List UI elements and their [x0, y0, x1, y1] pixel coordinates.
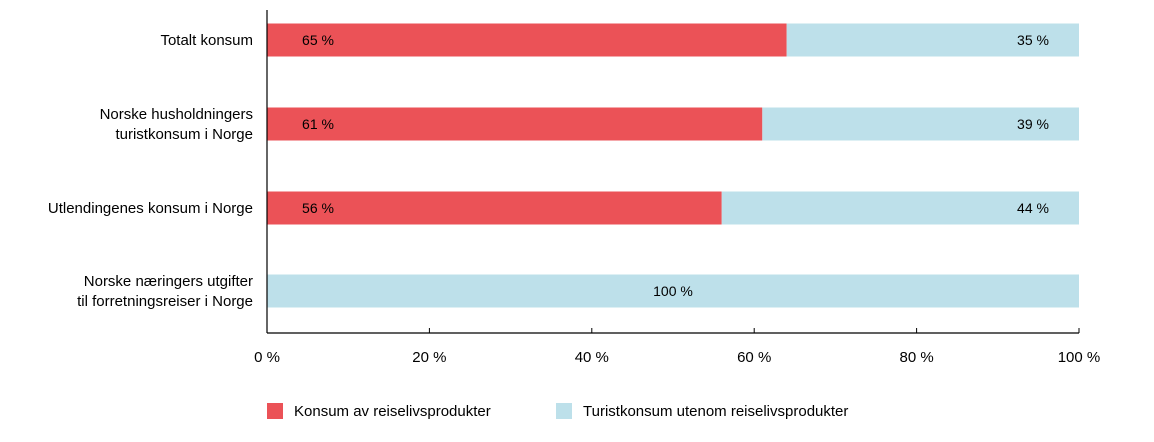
- labels-layer: 65 % 35 % Totalt konsum 61 % 39 % Norske hush…: [48, 32, 1049, 310]
- category-label-3: Norske næringers utgifter til forretnings…: [77, 273, 253, 310]
- data-label-0-1: 61 %: [302, 116, 334, 132]
- legend-label-1: Turistkonsum utenom reiselivsprodukter: [583, 403, 848, 420]
- bar-utenom-0: [786, 23, 1079, 57]
- bars-layer: [267, 23, 1079, 308]
- category-label-0: Totalt konsum: [160, 32, 253, 49]
- bar-reiselivsprodukter-2: [267, 191, 722, 225]
- category-label-2: Utlendingenes konsum i Norge: [48, 200, 253, 217]
- axes-layer: 0 % 20 % 40 % 60 % 80 % 100 %: [254, 10, 1100, 366]
- legend-swatch-1: [556, 403, 572, 419]
- bar-utenom-3: [267, 274, 1079, 308]
- bar-reiselivsprodukter-0: [267, 23, 787, 57]
- data-label-1-0: 35 %: [1017, 32, 1049, 48]
- data-label-0-0: 65 %: [302, 32, 334, 48]
- data-label-1-1: 39 %: [1017, 116, 1049, 132]
- bar-utenom-2: [721, 191, 1079, 225]
- x-tick-label-0: 0 %: [254, 349, 280, 366]
- x-tick-label-2: 40 %: [575, 349, 609, 366]
- bar-reiselivsprodukter-1: [267, 107, 763, 141]
- x-tick-label-3: 60 %: [737, 349, 771, 366]
- x-tick-label-5: 100 %: [1058, 349, 1101, 366]
- x-tick-label-1: 20 %: [412, 349, 446, 366]
- bar-utenom-1: [762, 107, 1079, 141]
- legend-swatch-0: [267, 403, 283, 419]
- data-label-1-2: 44 %: [1017, 200, 1049, 216]
- x-tick-label-4: 80 %: [899, 349, 933, 366]
- data-label-0-2: 56 %: [302, 200, 334, 216]
- data-label-1-3: 100 %: [653, 283, 693, 299]
- category-label-1: Norske husholdningers turistkonsum i Norg…: [100, 106, 253, 143]
- legend: Konsum av reiselivsprodukter Turistkonsum…: [267, 403, 848, 420]
- legend-label-0: Konsum av reiselivsprodukter: [294, 403, 491, 420]
